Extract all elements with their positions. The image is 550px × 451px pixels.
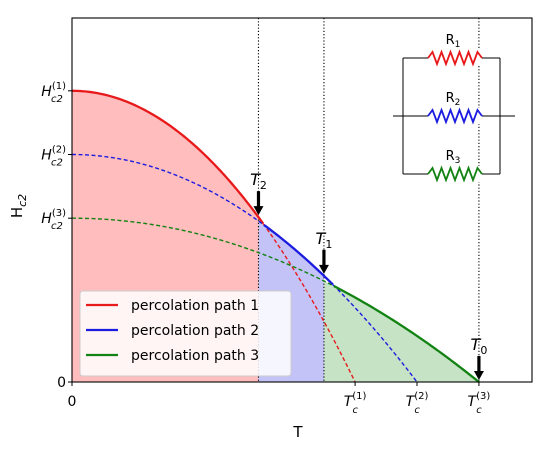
x-tick-label-4: T(3) c [468,391,491,416]
marker-label-3: T0 [471,335,488,357]
axis-labels: T Hc2 [8,194,303,441]
legend: percolation path 1 percolation path 2 perc… [79,290,292,377]
series-1-line [71,89,265,225]
x-tick-label-1: 0 [68,394,77,410]
marker-arrow-head-1 [253,206,264,216]
ticks-layer: 0 T(1) c T(2) c T(3) c 0 H(1) c2 H(2) c2 H(3) c2 [41,81,490,416]
inset-resistor-2 [427,107,483,125]
series-3-line [333,285,480,383]
plot-frame [71,17,533,383]
marker-label-1: T2 [250,170,267,192]
y-tick-label-1: 0 [57,375,66,391]
y-tick-label-2: H(1) c2 [41,81,66,105]
legend-label-2: percolation path 2 [131,323,259,339]
marker-arrow-head-2 [318,264,329,274]
curves-layer [71,89,480,383]
legend-label-1: percolation path 1 [131,298,259,314]
series-3-dashed-line [71,217,335,287]
x-tick-label-3: T(2) c [406,391,429,416]
x-axis-label: T [292,423,303,441]
inset-resistor-label-3: R3 [446,149,461,166]
legend-box [79,290,292,377]
marker-label-2: T1 [316,229,333,251]
y-axis-label: Hc2 [8,194,29,218]
fill-region-3 [323,280,479,382]
marker-arrow-head-3 [473,371,484,380]
inset-resistor-1 [427,49,483,67]
series-2-dashed-line [71,153,418,383]
inset-resistor-label-1: R1 [446,33,461,50]
x-tick-label-2: T(1) c [344,391,367,416]
markers-layer: T2 T1 T0 [250,170,487,380]
inset-resistor-label-2: R2 [446,91,461,108]
y-tick-label-4: H(3) c2 [41,208,66,232]
legend-label-3: percolation path 3 [131,348,259,364]
y-tick-label-3: H(2) c2 [41,145,66,169]
series-2-line [263,223,334,286]
series-1-dashed-line [262,223,356,383]
inset-resistor-3 [427,165,483,183]
resistor-network-inset: R1 R2 R3 [393,33,515,183]
